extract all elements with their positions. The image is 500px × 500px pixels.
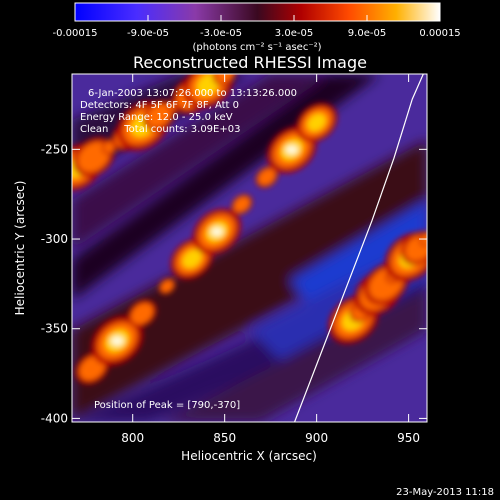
ridge-peak (182, 249, 202, 269)
y-tick-label: -250 (41, 142, 68, 156)
footer-timestamp: 23-May-2013 11:18 (396, 487, 494, 498)
y-tick-label: -400 (41, 411, 68, 425)
annotation-peak-position: Position of Peak = [790,-370] (94, 400, 240, 411)
ridge-core (160, 280, 174, 293)
annotation-energy-range: Energy Range: 12.0 - 25.0 keV (80, 112, 233, 123)
ridge-max (285, 145, 298, 155)
x-tick-label: 900 (305, 431, 328, 445)
annotation-detectors: Detectors: 4F 5F 6F 7F 8F, Att 0 (80, 100, 239, 111)
ridge-peak (307, 113, 327, 132)
plot-frame (71, 73, 428, 423)
x-tick-label: 800 (121, 431, 144, 445)
y-axis-label: Heliocentric Y (arcsec) (13, 181, 27, 316)
ridge-core (146, 103, 172, 128)
ridge-max (110, 336, 124, 346)
heatmap-image (72, 74, 427, 422)
x-tick-label: 950 (397, 431, 420, 445)
y-tick-label: -300 (41, 232, 68, 246)
chart-title: Reconstructed RHESSI Image (133, 53, 367, 72)
annotation-clean-counts: Clean Total counts: 3.09E+03 (80, 124, 240, 135)
colorbar-tick-label: -0.00015 (53, 28, 98, 39)
annotation-time-range: 6-Jan-2003 13:07:26.000 to 13:13:26.000 (88, 88, 297, 99)
colorbar-tick-label: 3.0e-05 (275, 28, 313, 39)
x-axis-label: Heliocentric X (arcsec) (181, 449, 317, 463)
x-tick-label: 850 (213, 431, 236, 445)
colorbar-tick-label: -3.0e-05 (200, 28, 242, 39)
colorbar-tick-label: 0.00015 (419, 28, 460, 39)
colorbar-tick-label: -9.0e-05 (127, 28, 169, 39)
ridge-core (77, 141, 110, 173)
axis-ticks: 800 850 900 950 -250 -300 -350 -400 (41, 74, 427, 445)
ridge-core (215, 74, 234, 83)
ridge-core (130, 302, 154, 325)
ridge-core (258, 168, 276, 186)
colorbar (74, 2, 441, 22)
y-tick-label: -350 (41, 322, 68, 336)
colorbar-ticks: -0.00015 -9.0e-05 -3.0e-05 3.0e-05 9.0e-05 0.… (53, 15, 461, 39)
ridge-max (210, 227, 224, 237)
solar-limb-curve (294, 74, 424, 422)
colorbar-unit-label: (photons cm⁻² s⁻¹ asec⁻²) (192, 42, 321, 53)
colorbar-tick-label: 9.0e-05 (348, 28, 386, 39)
ridge-core (233, 196, 250, 213)
